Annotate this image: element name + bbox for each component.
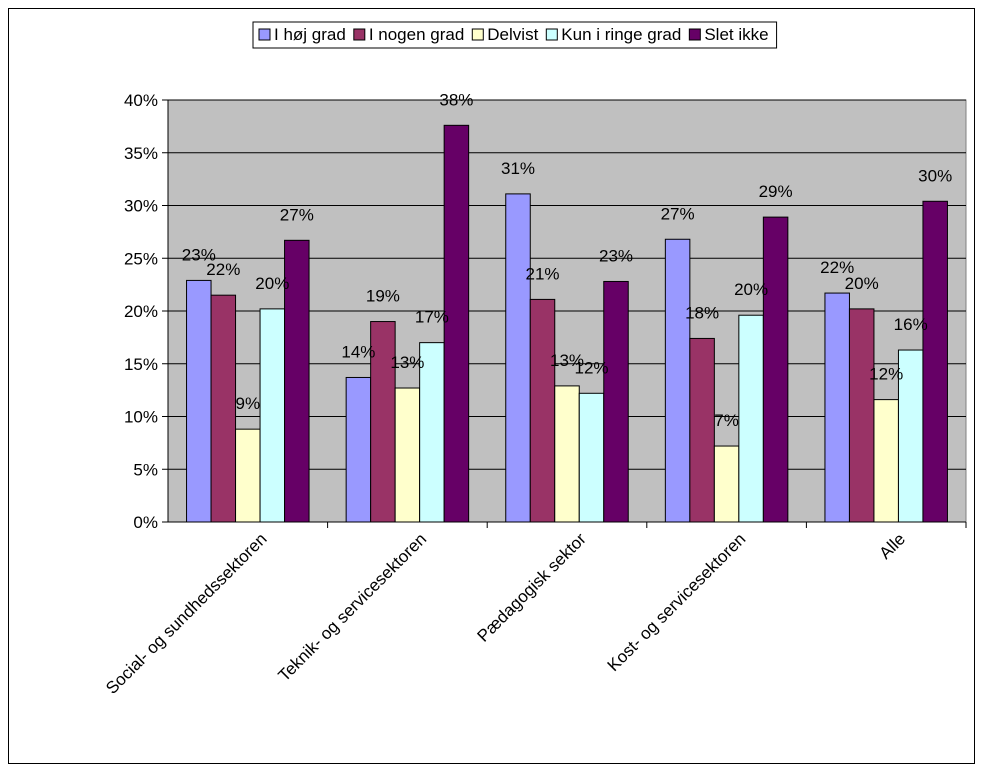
bar [419, 342, 445, 523]
bar [762, 216, 789, 523]
y-tick-label: 10% [124, 408, 158, 427]
bar [897, 349, 924, 523]
y-tick-label: 15% [124, 355, 158, 374]
data-label: 16% [894, 315, 928, 334]
bar [210, 294, 237, 523]
data-label: 20% [255, 274, 289, 293]
y-tick-label: 25% [124, 249, 158, 268]
data-label: 20% [845, 274, 879, 293]
bar [186, 279, 212, 523]
axes [162, 99, 967, 528]
bar [235, 428, 261, 523]
y-tick-label: 5% [133, 460, 158, 479]
bars [186, 124, 948, 523]
y-tick-label: 35% [124, 144, 158, 163]
legend-label: I nogen grad [369, 25, 464, 44]
data-label: 22% [206, 260, 240, 279]
bar [505, 193, 531, 523]
bar [848, 308, 875, 523]
bar [664, 238, 691, 523]
data-label: 14% [341, 342, 375, 361]
bar [603, 280, 629, 523]
legend: I høj grad I nogen grad Delvist Kun i ringe… [252, 21, 778, 49]
bar [284, 239, 310, 523]
data-labels: 23%22%9%20%27%14%19%13%17%38%31%21%13%12… [182, 90, 952, 430]
data-label: 12% [574, 358, 608, 377]
bar [713, 445, 740, 523]
data-label: 19% [366, 287, 400, 306]
legend-swatch [353, 28, 366, 41]
y-tick-labels: 0% 5% 10% 15% 20% 25% 30% 35% 40% [124, 91, 158, 532]
data-label: 20% [734, 280, 768, 299]
bar [578, 392, 605, 523]
bar [529, 298, 556, 523]
legend-swatch [688, 28, 701, 41]
y-tick-label: 40% [124, 91, 158, 110]
bar [922, 200, 948, 523]
legend-swatch [545, 28, 558, 41]
data-label: 38% [439, 90, 473, 109]
data-label: 7% [714, 411, 739, 430]
data-label: 27% [280, 205, 314, 224]
bar [345, 376, 372, 523]
bar [824, 292, 850, 523]
bar [873, 399, 899, 523]
bar [554, 385, 580, 523]
data-label: 18% [685, 303, 719, 322]
y-tick-label: 20% [124, 302, 158, 321]
bar [259, 308, 286, 523]
data-label: 23% [182, 245, 216, 264]
data-label: 13% [550, 351, 584, 370]
data-label: 27% [661, 204, 695, 223]
data-label: 12% [869, 365, 903, 384]
data-label: 21% [525, 264, 559, 283]
bar [394, 387, 421, 523]
legend-label: Kun i ringe grad [561, 25, 681, 44]
data-label: 30% [918, 166, 952, 185]
data-label: 31% [501, 159, 535, 178]
data-label: 13% [390, 353, 424, 372]
data-label: 29% [759, 182, 793, 201]
data-label: 17% [415, 308, 449, 327]
bar [689, 337, 715, 523]
legend-label: Delvist [487, 25, 538, 44]
y-tick-label: 30% [124, 197, 158, 216]
y-tick-label: 0% [133, 513, 158, 532]
legend-swatch [258, 28, 271, 41]
data-label: 9% [236, 394, 261, 413]
data-label: 22% [820, 258, 854, 277]
legend-swatch [471, 28, 484, 41]
legend-label: I høj grad [274, 25, 346, 44]
legend-label: Slet ikke [704, 25, 768, 44]
bar [738, 314, 764, 523]
data-label: 23% [599, 246, 633, 265]
